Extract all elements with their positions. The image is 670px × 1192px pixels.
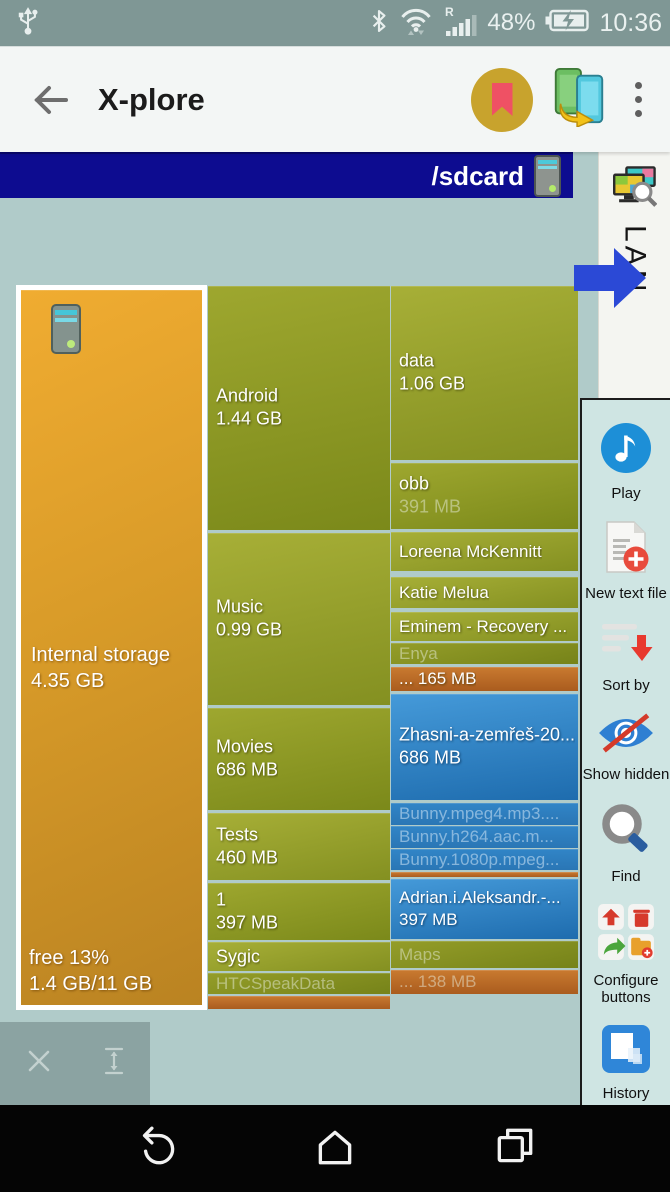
- battery-percent: 48%: [487, 9, 536, 36]
- sidebar-button-history[interactable]: History: [582, 1016, 670, 1112]
- find-icon: [599, 801, 653, 862]
- nav-home-button[interactable]: [312, 1123, 358, 1174]
- battery-icon: [544, 7, 590, 39]
- treemap-rest-strip[interactable]: [208, 996, 390, 1009]
- lan-scan-icon: [612, 166, 657, 213]
- clock: 10:36: [599, 8, 662, 37]
- sidebar-button-configure-buttons[interactable]: Configure buttons: [582, 895, 670, 1016]
- treemap-file-zhasni[interactable]: Zhasni-a-zemřeš-20... 686 MB: [391, 694, 578, 800]
- app-title: X-plore: [98, 81, 205, 117]
- sidebar-button-find[interactable]: Find: [582, 793, 670, 895]
- nav-recents-button[interactable]: [492, 1123, 538, 1174]
- treemap-folder-movies[interactable]: Movies 686 MB: [208, 708, 390, 810]
- close-icon[interactable]: [25, 1047, 53, 1080]
- treemap-folder-enya[interactable]: Enya: [391, 643, 578, 664]
- new-text-file-icon: [602, 520, 650, 579]
- nav-back-button[interactable]: [132, 1123, 178, 1174]
- treemap-folder-eminem[interactable]: Eminem - Recovery ...: [391, 612, 578, 641]
- treemap-rest-165mb[interactable]: ... 165 MB: [391, 667, 578, 691]
- usb-icon: [16, 5, 40, 42]
- wifi-icon: [397, 5, 435, 42]
- treemap-folder-tests[interactable]: Tests 460 MB: [208, 813, 390, 880]
- play-music-icon: [600, 422, 652, 479]
- status-bar: R 48% 10:: [0, 0, 670, 46]
- sidebar-button-play[interactable]: Play: [582, 414, 670, 512]
- sidebar-button-panel: Play New text file: [580, 398, 670, 1105]
- back-button[interactable]: [28, 77, 74, 123]
- treemap-file-bunny-mpeg4[interactable]: Bunny.mpeg4.mp3....: [391, 803, 578, 825]
- treemap-folder-music[interactable]: Music 0.99 GB: [208, 533, 390, 705]
- sync-devices-button[interactable]: [551, 67, 607, 132]
- device-icon: [51, 304, 81, 354]
- sort-by-icon: [599, 620, 653, 671]
- app-toolbar: X-plore: [0, 46, 670, 152]
- treemap-file-bunny-1080p[interactable]: Bunny.1080p.mpeg...: [391, 849, 578, 870]
- treemap-file-bunny-h264[interactable]: Bunny.h264.aac.m...: [391, 826, 578, 848]
- treemap-control-panel: [0, 1022, 150, 1105]
- treemap-folder-htcspeakdata[interactable]: HTCSpeakData: [208, 973, 390, 994]
- sidebar-button-sort-by[interactable]: Sort by: [582, 612, 670, 704]
- current-path: /sdcard: [431, 160, 525, 191]
- pane-switch-arrow[interactable]: [574, 246, 648, 310]
- android-nav-bar: [0, 1105, 670, 1192]
- resize-handle-icon[interactable]: [102, 1045, 126, 1082]
- history-icon: [601, 1024, 651, 1079]
- treemap-rest-strip[interactable]: [391, 872, 578, 877]
- treemap-folder-katie[interactable]: Katie Melua: [391, 577, 578, 608]
- treemap-rest-138mb[interactable]: ... 138 MB: [391, 970, 578, 994]
- device-icon: [534, 155, 561, 197]
- bookmarks-button[interactable]: [471, 67, 533, 132]
- free-space-label: free 13% 1.4 GB/11 GB: [29, 947, 153, 995]
- treemap-root-internal-storage[interactable]: Internal storage 4.35 GB free 13% 1.4 GB/1…: [16, 285, 207, 1010]
- treemap-folder-data[interactable]: data 1.06 GB: [391, 286, 578, 460]
- show-hidden-icon: [597, 711, 655, 760]
- treemap-folder-maps[interactable]: Maps: [391, 941, 578, 968]
- svg-text:R: R: [445, 5, 454, 19]
- treemap-folder-1[interactable]: 1 397 MB: [208, 883, 390, 940]
- path-bar[interactable]: /sdcard: [0, 152, 573, 198]
- overflow-menu-button[interactable]: [625, 76, 652, 123]
- signal-roaming-icon: R: [444, 5, 478, 42]
- bookmark-icon: [491, 83, 513, 116]
- bluetooth-icon: [370, 6, 388, 41]
- configure-buttons-icon: [597, 903, 655, 966]
- sidebar-button-new-text-file[interactable]: New text file: [582, 512, 670, 612]
- root-label: Internal storage 4.35 GB: [31, 644, 170, 692]
- treemap-file-adrian[interactable]: Adrian.i.Aleksandr.-... 397 MB: [391, 879, 578, 939]
- treemap-folder-loreena[interactable]: Loreena McKennitt: [391, 532, 578, 571]
- treemap-folder-obb[interactable]: obb 391 MB: [391, 463, 578, 529]
- treemap-folder-sygic[interactable]: Sygic: [208, 942, 390, 971]
- treemap-folder-android[interactable]: Android 1.44 GB: [208, 286, 390, 530]
- sidebar-button-show-hidden[interactable]: Show hidden: [582, 703, 670, 793]
